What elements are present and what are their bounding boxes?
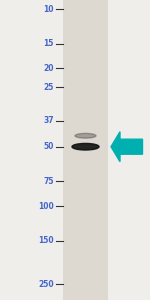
Text: 50: 50 — [44, 142, 54, 151]
Text: 15: 15 — [44, 39, 54, 48]
Bar — [63, 0, 108, 300]
Ellipse shape — [72, 143, 99, 150]
Text: 100: 100 — [38, 202, 54, 211]
Text: 20: 20 — [44, 64, 54, 73]
Text: 37: 37 — [43, 116, 54, 125]
Text: 25: 25 — [44, 83, 54, 92]
Text: 250: 250 — [38, 280, 54, 289]
Ellipse shape — [75, 134, 96, 138]
Text: 150: 150 — [38, 236, 54, 245]
FancyArrow shape — [111, 132, 142, 162]
Text: 10: 10 — [44, 4, 54, 14]
Text: 75: 75 — [44, 177, 54, 186]
